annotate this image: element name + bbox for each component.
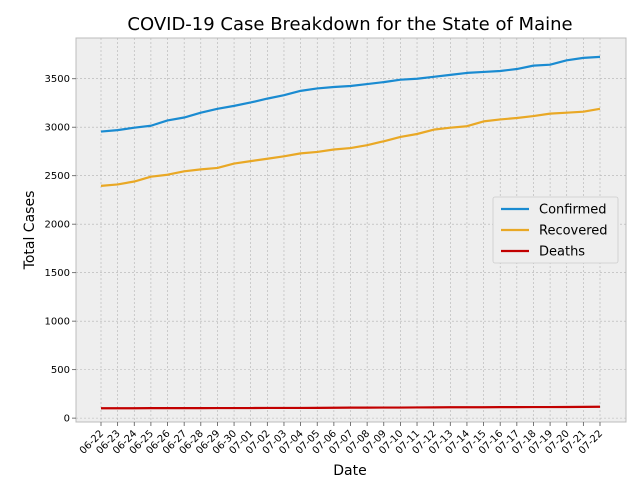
- series-line-recovered: [100, 107, 601, 187]
- y-tick-label: 0: [64, 414, 70, 425]
- y-tick-label: 500: [51, 365, 70, 376]
- legend-box: [492, 196, 619, 264]
- y-tick-label: 3500: [45, 74, 70, 85]
- y-tick-label: 3000: [45, 123, 70, 134]
- chart-title: COVID-19 Case Breakdown for the State of…: [127, 14, 572, 35]
- x-axis-label: Date: [333, 463, 366, 479]
- legend-label: Recovered: [539, 224, 608, 239]
- y-tick-label: 1500: [45, 268, 70, 279]
- series-line-deaths: [101, 405, 601, 410]
- legend-label: Confirmed: [539, 203, 607, 218]
- legend: Confirmed Recovered Deaths: [492, 196, 619, 264]
- y-tick-label: 2500: [45, 171, 70, 182]
- series-line-confirmed: [100, 55, 601, 133]
- y-tick-label: 2000: [45, 220, 70, 231]
- legend-label: Deaths: [539, 245, 585, 260]
- y-tick-label: 1000: [45, 317, 70, 328]
- y-axis-label: Total Cases: [22, 191, 38, 271]
- series-lines: [100, 55, 601, 410]
- y-axis: 0 500 1000 1500 2000 2500 3000 3500: [45, 74, 76, 425]
